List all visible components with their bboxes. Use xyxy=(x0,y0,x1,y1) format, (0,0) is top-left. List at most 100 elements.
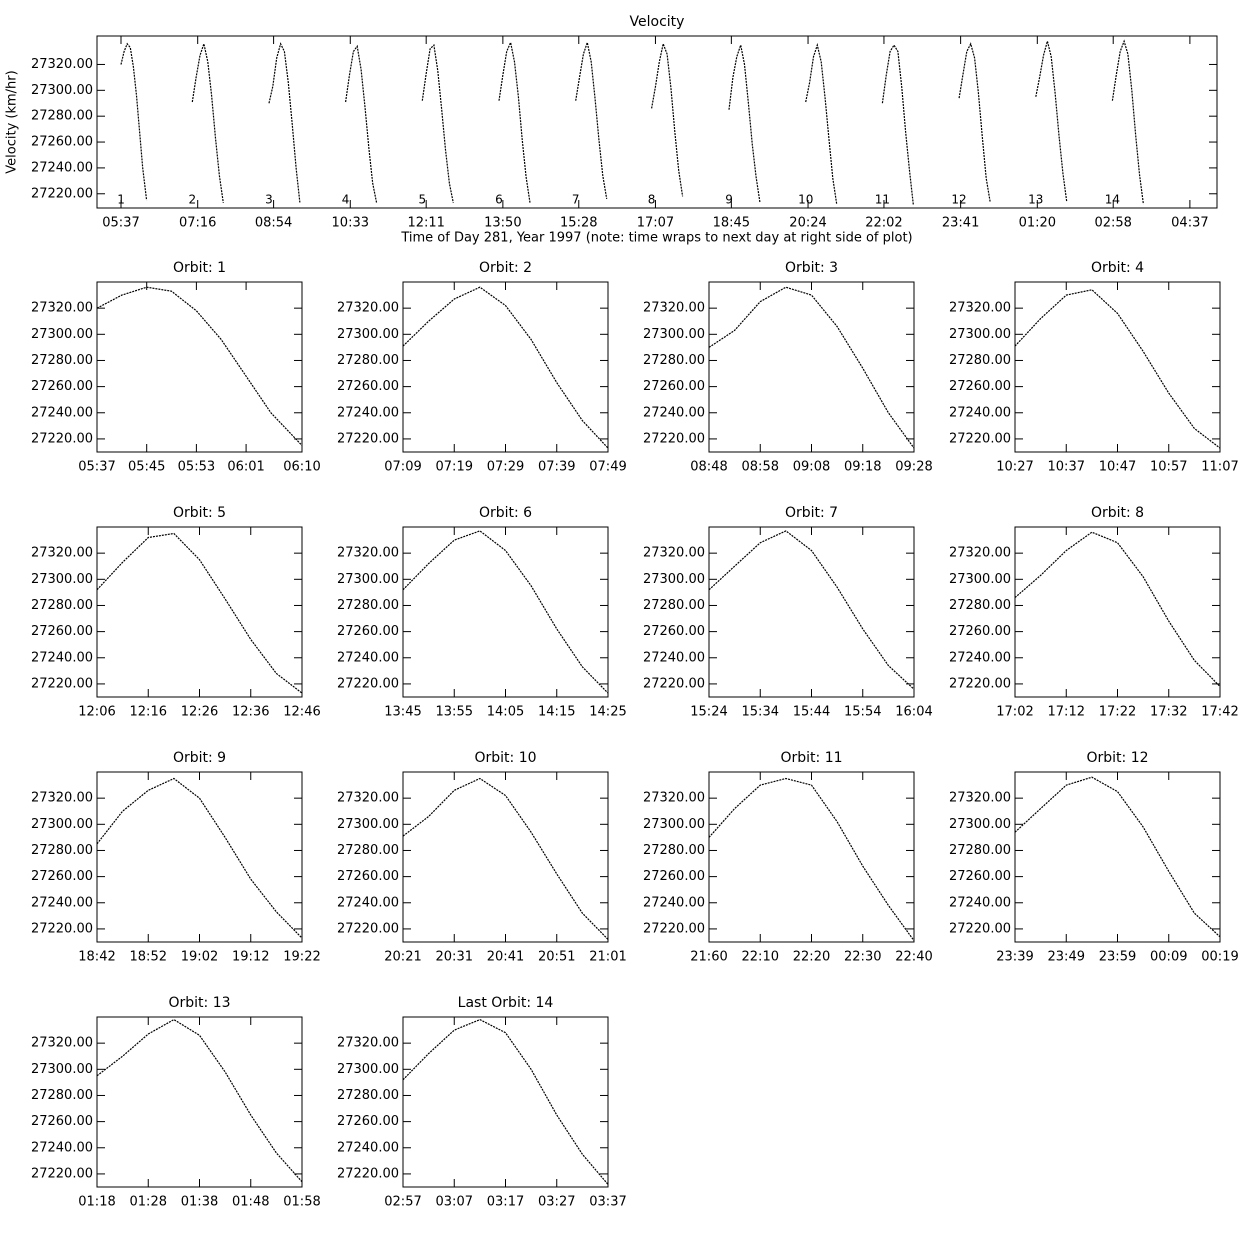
y-tick-label: 27220.00 xyxy=(643,431,705,446)
y-tick-label: 27280.00 xyxy=(643,353,705,368)
velocity-line xyxy=(1014,289,1221,449)
y-tick-label: 27320.00 xyxy=(337,1036,399,1051)
x-tick-label: 09:28 xyxy=(895,460,932,475)
plot-frame xyxy=(1014,526,1221,698)
plot-frame xyxy=(708,526,915,698)
x-tick-label: 15:44 xyxy=(793,705,830,720)
y-tick-label: 27280.00 xyxy=(643,598,705,613)
y-tick-label: 27220.00 xyxy=(643,676,705,691)
x-tick-label: 01:58 xyxy=(283,1195,320,1210)
x-tick-label: 14:15 xyxy=(538,705,575,720)
x-tick-label: 01:20 xyxy=(1019,216,1056,231)
y-tick-label: 27220.00 xyxy=(949,676,1011,691)
velocity-line xyxy=(96,1018,303,1183)
velocity-line xyxy=(96,286,303,446)
chart-title: Last Orbit: 14 xyxy=(458,995,554,1011)
y-tick-label: 27240.00 xyxy=(31,405,93,420)
velocity-line xyxy=(120,42,148,201)
y-tick-label: 27280.00 xyxy=(337,598,399,613)
orbit-label: 7 xyxy=(572,193,580,207)
orbit-label: 11 xyxy=(875,193,890,207)
x-tick-label: 09:18 xyxy=(844,460,881,475)
x-tick-label: 12:16 xyxy=(130,705,167,720)
y-tick-label: 27220.00 xyxy=(31,1166,93,1181)
y-tick-label: 27320.00 xyxy=(643,791,705,806)
x-tick-label: 02:57 xyxy=(384,1195,421,1210)
y-tick-label: 27280.00 xyxy=(643,843,705,858)
x-tick-label: 22:10 xyxy=(742,950,779,965)
orbit-label: 13 xyxy=(1028,193,1043,207)
chart-title: Velocity xyxy=(630,14,685,30)
y-tick-label: 27260.00 xyxy=(949,869,1011,884)
x-tick-label: 08:48 xyxy=(690,460,727,475)
x-tick-label: 05:37 xyxy=(102,216,139,231)
x-tick-label: 03:27 xyxy=(538,1195,575,1210)
chart-title: Orbit: 10 xyxy=(474,750,536,766)
x-tick-label: 17:22 xyxy=(1099,705,1136,720)
x-tick-label: 07:29 xyxy=(487,460,524,475)
velocity-line xyxy=(708,286,915,449)
x-tick-label: 19:22 xyxy=(283,950,320,965)
y-tick-label: 27280.00 xyxy=(31,598,93,613)
x-tick-label: 22:30 xyxy=(844,950,881,965)
velocity-line xyxy=(728,42,761,203)
x-tick-label: 20:51 xyxy=(538,950,575,965)
plot-frame xyxy=(402,526,609,698)
y-tick-label: 27240.00 xyxy=(337,895,399,910)
orbit-label: 8 xyxy=(648,193,656,207)
x-tick-label: 15:54 xyxy=(844,705,881,720)
y-tick-label: 27240.00 xyxy=(949,895,1011,910)
y-tick-label: 27220.00 xyxy=(949,431,1011,446)
orbit-label: 4 xyxy=(342,193,350,207)
x-tick-label: 14:05 xyxy=(487,705,524,720)
velocity-line xyxy=(1035,38,1068,202)
y-tick-label: 27240.00 xyxy=(31,650,93,665)
y-tick-label: 27320.00 xyxy=(337,301,399,316)
x-tick-label: 17:42 xyxy=(1201,705,1238,720)
x-tick-label: 15:34 xyxy=(742,705,779,720)
velocity-line xyxy=(958,42,991,202)
y-tick-label: 27300.00 xyxy=(337,327,399,342)
x-tick-label: 05:45 xyxy=(128,460,165,475)
orbit-label: 5 xyxy=(418,193,426,207)
x-tick-label: 13:45 xyxy=(384,705,421,720)
x-tick-label: 08:58 xyxy=(742,460,779,475)
y-tick-label: 27240.00 xyxy=(949,650,1011,665)
x-tick-label: 22:20 xyxy=(793,950,830,965)
y-tick-label: 27280.00 xyxy=(337,843,399,858)
x-tick-label: 10:47 xyxy=(1099,460,1136,475)
x-tick-label: 10:37 xyxy=(1048,460,1085,475)
y-tick-label: 27280.00 xyxy=(31,843,93,858)
x-tick-label: 17:02 xyxy=(996,705,1033,720)
y-tick-label: 27320.00 xyxy=(31,546,93,561)
y-tick-label: 27220.00 xyxy=(31,186,93,201)
chart-title: Orbit: 1 xyxy=(173,260,226,276)
chart-title: Orbit: 6 xyxy=(479,505,532,521)
y-tick-label: 27320.00 xyxy=(949,301,1011,316)
y-tick-label: 27300.00 xyxy=(31,1062,93,1077)
orbit-label: 3 xyxy=(265,193,273,207)
x-tick-label: 18:45 xyxy=(713,216,750,231)
y-tick-label: 27300.00 xyxy=(31,572,93,587)
y-tick-label: 27220.00 xyxy=(31,676,93,691)
x-tick-label: 19:12 xyxy=(232,950,269,965)
x-tick-label: 23:59 xyxy=(1099,950,1136,965)
x-tick-label: 11:07 xyxy=(1201,460,1238,475)
orbit-label: 2 xyxy=(188,193,196,207)
chart-title: Orbit: 7 xyxy=(785,505,838,521)
plot-frame xyxy=(96,1016,303,1188)
y-tick-label: 27280.00 xyxy=(949,598,1011,613)
x-tick-label: 07:49 xyxy=(589,460,626,475)
x-tick-label: 07:09 xyxy=(384,460,421,475)
y-tick-label: 27300.00 xyxy=(31,817,93,832)
y-tick-label: 27260.00 xyxy=(643,869,705,884)
x-tick-label: 00:19 xyxy=(1201,950,1238,965)
y-tick-label: 27240.00 xyxy=(643,405,705,420)
y-tick-label: 27240.00 xyxy=(31,895,93,910)
orbit-label: 12 xyxy=(951,193,966,207)
velocity-line xyxy=(708,777,915,942)
x-tick-label: 10:57 xyxy=(1150,460,1187,475)
x-tick-label: 19:02 xyxy=(181,950,218,965)
y-tick-label: 27220.00 xyxy=(31,431,93,446)
